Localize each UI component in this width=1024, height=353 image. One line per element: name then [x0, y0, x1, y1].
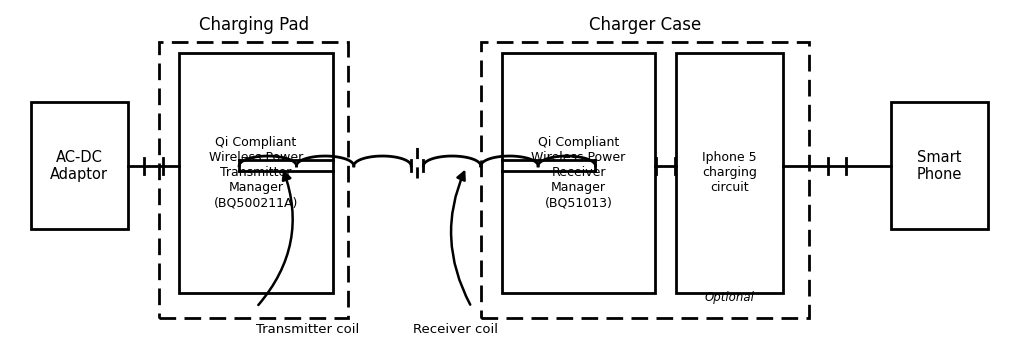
Bar	[676, 53, 783, 293]
Text: Iphone 5
charging
circuit: Iphone 5 charging circuit	[702, 151, 757, 195]
Text: Qi Compliant
Wireless Power
Transmitter
Manager
(BQ500211A): Qi Compliant Wireless Power Transmitter …	[209, 137, 303, 209]
Text: Receiver coil: Receiver coil	[413, 323, 499, 336]
Text: Charger Case: Charger Case	[589, 16, 701, 34]
Text: Qi Compliant
Wireless Power
Receiver
Manager
(BQ51013): Qi Compliant Wireless Power Receiver Man…	[531, 137, 626, 209]
Bar	[31, 102, 128, 229]
Bar	[502, 53, 655, 293]
Text: Optional: Optional	[705, 291, 755, 304]
Bar	[179, 53, 333, 293]
Text: Charging Pad: Charging Pad	[199, 16, 309, 34]
Bar	[891, 102, 988, 229]
Bar	[481, 42, 809, 318]
Text: Smart
Phone: Smart Phone	[916, 150, 963, 182]
Text: AC-DC
Adaptor: AC-DC Adaptor	[50, 150, 109, 182]
Bar	[159, 42, 348, 318]
Text: Transmitter coil: Transmitter coil	[256, 323, 358, 336]
